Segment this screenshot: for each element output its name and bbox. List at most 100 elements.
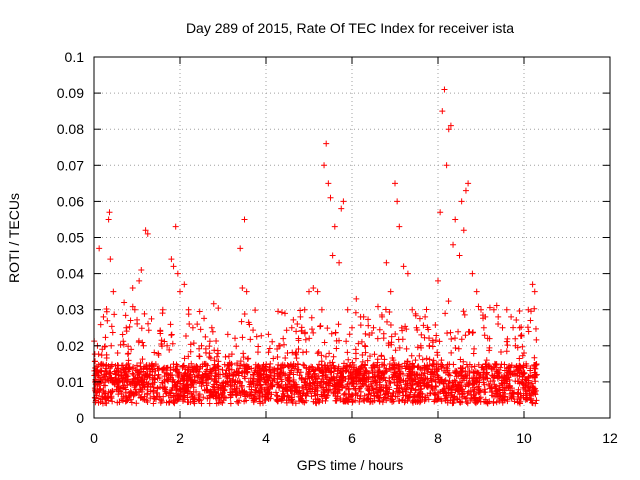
data-point: [469, 270, 476, 277]
data-point-dense: [346, 331, 353, 338]
data-point-dense: [525, 373, 532, 380]
data-point-dense: [455, 328, 462, 335]
data-point-dense: [253, 333, 260, 340]
data-point-dense: [517, 400, 524, 407]
data-point-dense: [315, 365, 322, 372]
data-point-dense: [111, 311, 118, 318]
data-point-dense: [425, 396, 432, 403]
data-point-dense: [518, 324, 525, 331]
data-point-dense: [429, 385, 436, 392]
data-point-dense: [458, 336, 465, 343]
data-point-dense: [493, 399, 500, 406]
data-point-dense: [532, 391, 539, 398]
data-point-dense: [249, 371, 256, 378]
data-point-dense: [389, 398, 396, 405]
data-point-dense: [215, 305, 222, 312]
data-point-dense: [343, 395, 350, 402]
data-point-dense: [429, 370, 436, 377]
data-point: [181, 281, 188, 288]
data-point-dense: [522, 395, 529, 402]
y-tick-label: 0.03: [57, 302, 84, 318]
x-axis-label: GPS time / hours: [297, 457, 404, 473]
data-point-dense: [342, 364, 349, 371]
data-point-dense: [361, 370, 368, 377]
data-point-dense: [358, 338, 365, 345]
data-point-dense: [368, 389, 375, 396]
data-point-dense: [308, 326, 315, 333]
data-point-dense: [316, 361, 323, 368]
data-point-dense: [459, 365, 466, 372]
data-point-dense: [274, 370, 281, 377]
data-point-dense: [427, 390, 434, 397]
data-point-dense: [330, 353, 337, 360]
data-point-dense: [442, 310, 449, 317]
data-point-dense: [531, 354, 538, 361]
data-point-dense: [454, 386, 461, 393]
data-point-dense: [350, 376, 357, 383]
data-point-dense: [386, 309, 393, 316]
data-point-dense: [281, 310, 288, 317]
data-point-dense: [368, 330, 375, 337]
data-point-dense: [335, 363, 342, 370]
data-point: [370, 324, 377, 331]
data-point-dense: [278, 397, 285, 404]
data-point-dense: [173, 383, 180, 390]
data-point-dense: [286, 371, 293, 378]
data-point-dense: [331, 383, 338, 390]
data-point: [325, 180, 332, 187]
data-point-dense: [412, 312, 419, 319]
data-point: [336, 259, 343, 266]
data-point-dense: [407, 389, 414, 396]
data-point-dense: [322, 395, 329, 402]
data-point-dense: [204, 375, 211, 382]
data-point-dense: [345, 356, 352, 363]
data-point: [129, 285, 136, 292]
data-point: [460, 227, 467, 234]
data-point-dense: [466, 328, 473, 335]
data-point-dense: [126, 366, 133, 373]
data-point-dense: [133, 400, 140, 407]
data-point-dense: [138, 325, 145, 332]
data-point-dense: [234, 398, 241, 405]
data-point-dense: [473, 375, 480, 382]
data-point-dense: [324, 325, 331, 332]
data-point-dense: [97, 385, 104, 392]
data-point-dense: [461, 373, 468, 380]
data-point: [409, 306, 416, 313]
data-point-dense: [157, 330, 164, 337]
data-point-dense: [409, 363, 416, 370]
data-point-dense: [265, 331, 272, 338]
data-point-dense: [120, 393, 127, 400]
data-point-dense: [429, 360, 436, 367]
data-point-dense: [229, 388, 236, 395]
data-point-dense: [525, 386, 532, 393]
data-point: [499, 324, 506, 331]
data-point-dense: [476, 395, 483, 402]
data-point-dense: [129, 303, 136, 310]
y-tick-label: 0.08: [57, 121, 84, 137]
data-point-dense: [144, 399, 151, 406]
data-point-dense: [475, 361, 482, 368]
data-point-dense: [174, 368, 181, 375]
data-point-dense: [218, 384, 225, 391]
data-point-dense: [154, 393, 161, 400]
data-point-dense: [380, 370, 387, 377]
data-point-dense: [266, 345, 273, 352]
y-tick-label: 0.01: [57, 374, 84, 390]
data-point: [435, 277, 441, 284]
data-point-dense: [356, 395, 363, 402]
data-point-dense: [248, 386, 255, 393]
data-point: [450, 241, 457, 248]
data-point-dense: [274, 345, 281, 352]
data-point-dense: [219, 389, 226, 396]
data-point-dense: [445, 298, 452, 305]
data-point-dense: [345, 386, 352, 393]
data-point-dense: [130, 371, 137, 378]
data-point-dense: [374, 359, 381, 366]
data-point-dense: [109, 329, 116, 336]
data-point-dense: [320, 378, 327, 385]
y-axis-label: ROTI / TECUs: [6, 193, 22, 283]
data-point-dense: [318, 358, 325, 365]
data-point-dense: [174, 395, 181, 402]
data-point-dense: [273, 389, 280, 396]
